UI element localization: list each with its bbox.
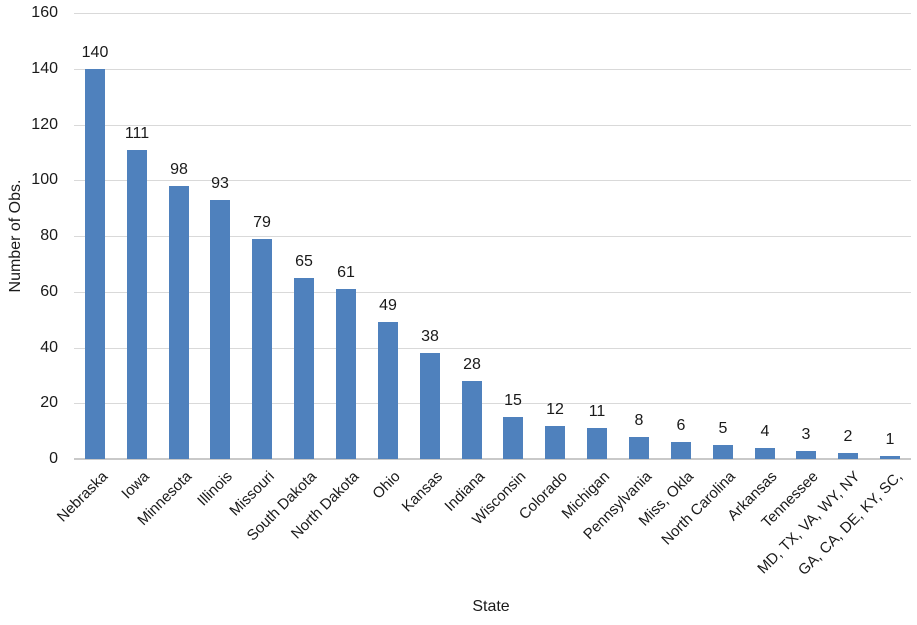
y-tick-label: 0	[49, 450, 58, 467]
bar	[169, 186, 189, 459]
y-tick-label: 20	[40, 394, 58, 411]
gridline	[74, 292, 911, 293]
bar	[294, 278, 314, 459]
x-tick-label: Kansas	[398, 468, 447, 516]
bar-value-label: 15	[504, 392, 522, 409]
x-axis-line	[74, 458, 911, 460]
x-axis-title: State	[472, 598, 510, 615]
bar-value-label: 93	[211, 175, 229, 192]
gridline	[74, 348, 911, 349]
y-tick-label: 160	[31, 4, 58, 21]
bar	[210, 200, 230, 459]
bar-value-label: 140	[81, 44, 109, 61]
y-tick-label: 60	[40, 283, 58, 300]
x-tick-label: Iowa	[118, 468, 154, 503]
bar	[252, 239, 272, 459]
bar	[336, 289, 356, 459]
x-tick-label: Nebraska	[53, 468, 112, 526]
bar	[838, 453, 858, 459]
gridline	[74, 180, 911, 181]
bar-value-label: 6	[676, 417, 686, 434]
gridline	[74, 236, 911, 237]
bar-value-label: 65	[295, 253, 313, 270]
bar	[880, 456, 900, 459]
bar-value-label: 79	[253, 214, 271, 231]
x-tick-label: Ohio	[369, 468, 405, 503]
bar-value-label: 38	[421, 328, 439, 345]
bar	[503, 417, 523, 459]
y-tick-label: 80	[40, 227, 58, 244]
bar	[462, 381, 482, 459]
bar	[671, 442, 691, 459]
gridline	[74, 125, 911, 126]
bar-value-label: 4	[760, 423, 770, 440]
bar-value-label: 11	[588, 403, 606, 420]
bar	[587, 428, 607, 459]
bar-value-label: 1	[885, 431, 895, 448]
bar-value-label: 28	[463, 356, 481, 373]
bar	[629, 437, 649, 459]
bar-value-label: 2	[843, 428, 853, 445]
bar-value-label: 61	[337, 264, 355, 281]
y-tick-label: 40	[40, 339, 58, 356]
bar-value-label: 3	[801, 426, 811, 443]
bar	[378, 322, 398, 459]
gridline	[74, 13, 911, 14]
y-tick-label: 140	[31, 60, 58, 77]
bar	[420, 353, 440, 459]
bar	[127, 150, 147, 459]
bar-value-label: 5	[718, 420, 728, 437]
bar	[85, 69, 105, 459]
bar	[755, 448, 775, 459]
bar-value-label: 12	[546, 401, 564, 418]
bar-value-label: 98	[170, 161, 188, 178]
y-tick-label: 100	[31, 171, 58, 188]
bar-value-label: 49	[379, 297, 397, 314]
bar	[796, 451, 816, 459]
gridline	[74, 69, 911, 70]
gridline	[74, 403, 911, 404]
bar	[713, 445, 733, 459]
bar	[545, 426, 565, 459]
bar-value-label: 8	[634, 412, 644, 429]
y-tick-label: 120	[31, 116, 58, 133]
bar-value-label: 111	[124, 125, 150, 142]
